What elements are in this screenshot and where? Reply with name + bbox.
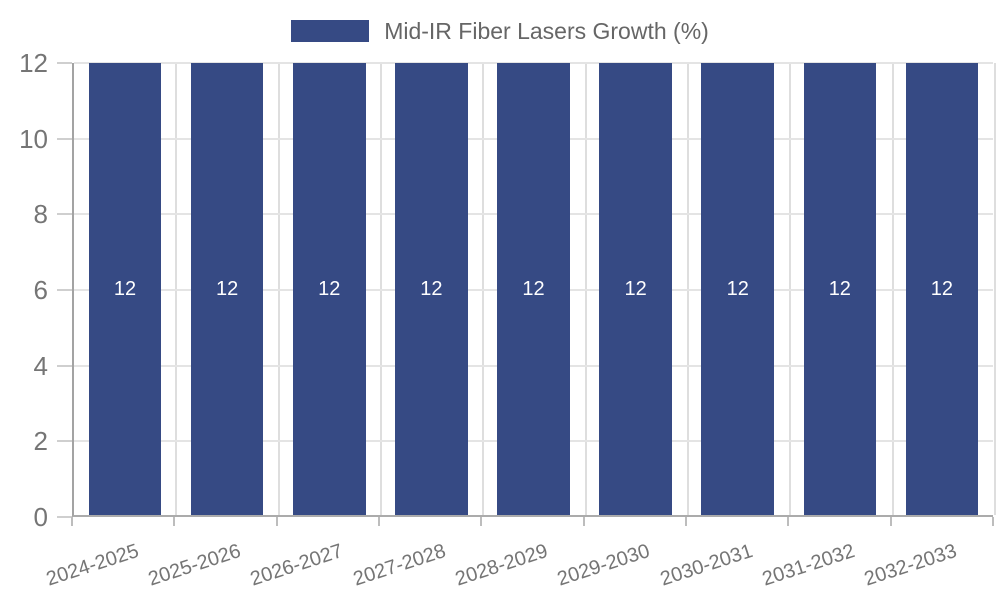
x-axis-tick-label: 2032-2033 [861,540,960,591]
legend-label: Mid-IR Fiber Lasers Growth (%) [384,18,709,44]
x-axis-tick-mark [378,517,380,526]
x-axis-tick-mark [992,517,994,526]
bar-value-label: 12 [930,278,954,300]
bar-value-label: 12 [420,278,443,300]
bar-cell: 12 [585,63,687,515]
x-axis-tick-label: 2029-2030 [554,540,653,591]
y-axis-tick-mark [57,62,72,64]
bars-container: 12 12 12 12 12 12 12 12 12 [74,63,993,515]
bar-cell: 12 [278,63,380,515]
bar-2024-2025[interactable]: 12 [88,63,162,515]
bar-cell: 12 [482,63,584,515]
x-axis-tick-mark [787,517,790,526]
x-axis-tick-mark [685,517,687,526]
bar-2026-2027[interactable]: 12 [293,63,366,515]
bar-2031-2032[interactable]: 12 [803,63,877,515]
x-axis-tick-mark [173,517,176,526]
bar-value-label: 12 [726,278,749,300]
x-axis-tick-mark [582,517,585,526]
bar-value-label: 12 [113,278,137,300]
y-axis-tick-label: 8 [33,199,48,230]
bar-value-label: 12 [624,278,647,300]
legend-swatch [291,20,370,42]
x-axis-tick-label: 2030-2031 [657,540,755,591]
bar-cell: 12 [176,63,278,515]
bar-value-label: 12 [216,278,239,300]
x-axis-tick-mark [889,517,892,526]
y-axis-tick-mark [57,289,72,291]
x-axis-tick-mark [480,517,483,526]
x-axis-tick-mark [275,517,278,526]
y-axis-tick-mark [57,516,72,518]
gridline-vertical [994,63,996,515]
bar-2027-2028[interactable]: 12 [395,63,468,515]
x-axis-tick-label: 2024-2025 [43,540,141,591]
bar-2029-2030[interactable]: 12 [599,63,672,515]
y-axis-tick-label: 12 [19,48,48,78]
chart-legend[interactable]: Mid-IR Fiber Lasers Growth (%) [0,18,1000,44]
y-axis-tick-mark [57,440,72,443]
bar-cell: 12 [891,63,993,515]
y-axis-tick-mark [57,137,72,140]
y-axis-tick-label: 2 [33,426,48,457]
bar-2028-2029[interactable]: 12 [497,63,570,515]
x-axis-tick-mark [71,517,73,526]
y-axis-tick-label: 6 [33,275,48,305]
x-axis-tick-label: 2026-2027 [247,540,346,591]
bar-value-label: 12 [318,278,341,300]
bar-cell: 12 [687,63,789,515]
y-axis-tick-mark [57,364,72,367]
x-axis-tick-label: 2025-2026 [145,540,244,591]
y-axis-tick-label: 0 [33,502,48,532]
bar-2025-2026[interactable]: 12 [190,63,264,515]
bar-2030-2031[interactable]: 12 [701,63,774,515]
bar-cell: 12 [380,63,482,515]
x-axis-tick-label: 2027-2028 [350,540,448,591]
y-axis-tick-label: 4 [33,350,48,381]
bar-cell: 12 [74,63,176,515]
y-axis-tick-mark [57,213,72,216]
x-axis-tick-label: 2031-2032 [759,540,858,591]
bar-2032-2033[interactable]: 12 [905,63,979,515]
bar-value-label: 12 [522,278,545,300]
plot-area: 12 12 12 12 12 12 12 12 12 [72,62,996,517]
bar-value-label: 12 [828,278,851,300]
bar-cell: 12 [789,63,891,515]
y-axis-tick-label: 10 [19,123,48,154]
x-axis-tick-label: 2028-2029 [452,540,551,591]
